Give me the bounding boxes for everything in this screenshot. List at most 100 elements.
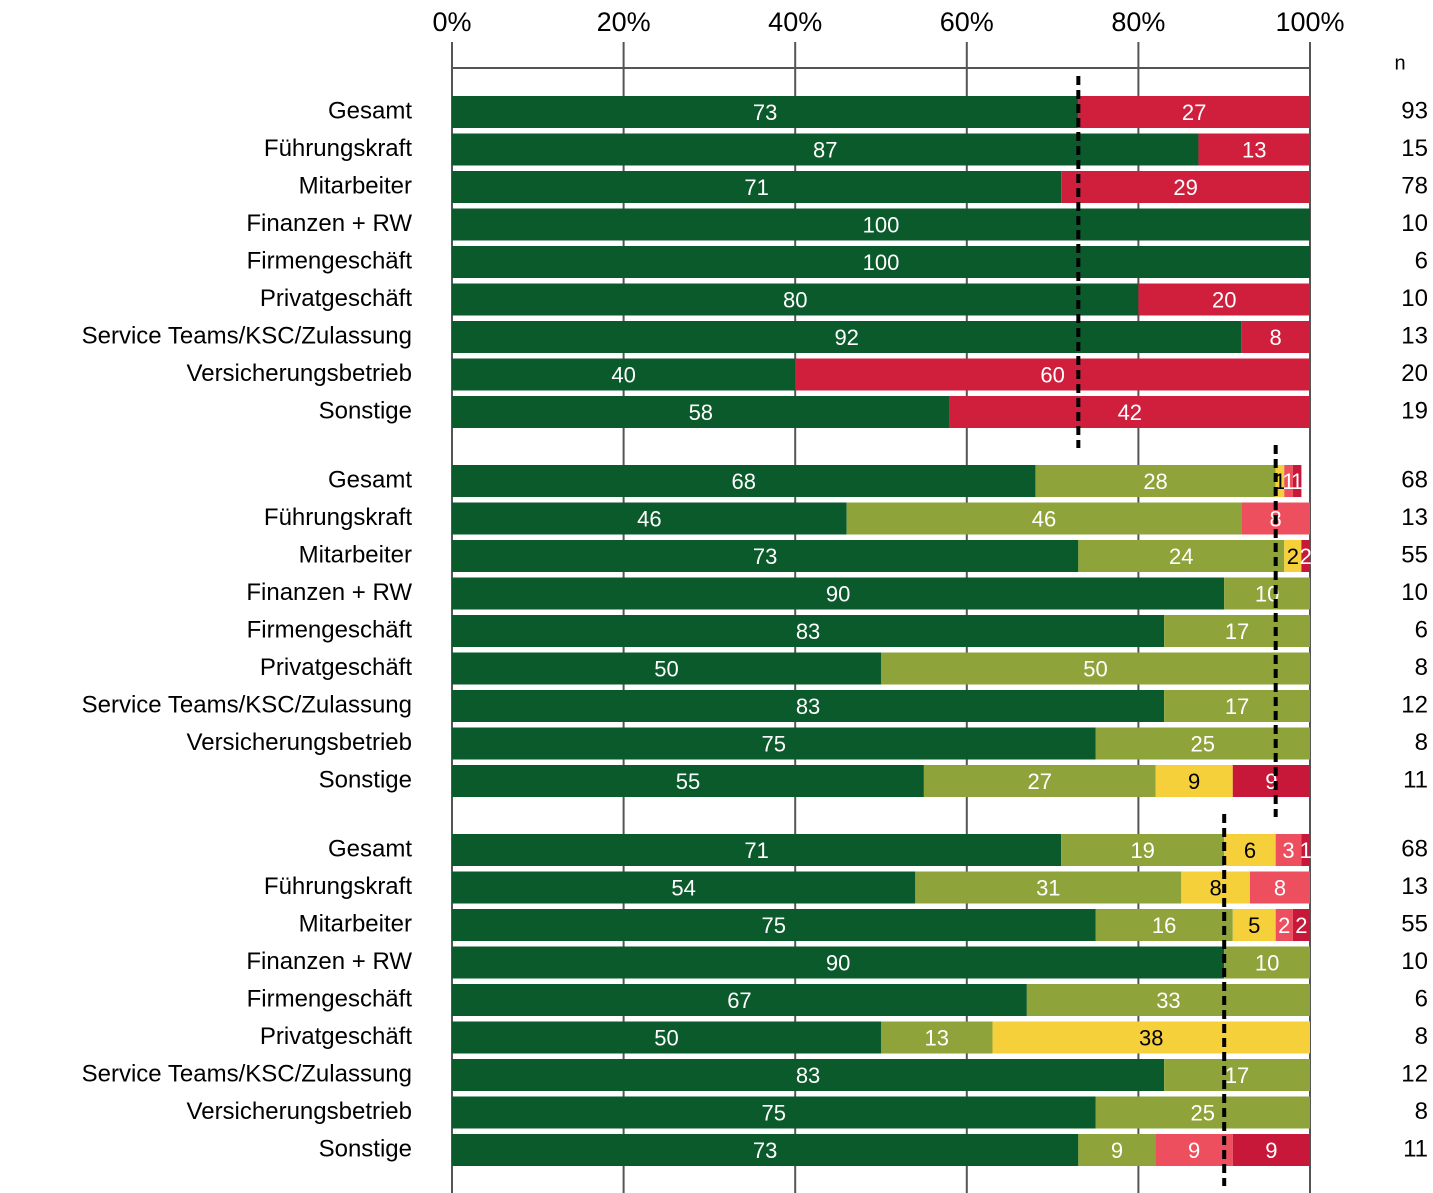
- value-label: 8: [1274, 875, 1286, 900]
- value-label: 75: [762, 913, 786, 938]
- value-label: 33: [1156, 988, 1180, 1013]
- bar-segment: [452, 540, 1079, 572]
- bar-segment: [452, 1134, 1079, 1166]
- category-label: Privatgeschäft: [260, 654, 412, 681]
- bar-segment: [452, 871, 916, 904]
- category-label: Versicherungsbetrieb: [187, 1098, 412, 1125]
- bar-segment: [1224, 577, 1310, 610]
- n-label: 12: [1401, 691, 1428, 718]
- bar-segment: [452, 358, 796, 391]
- value-label: 27: [1182, 100, 1206, 125]
- n-label: 11: [1403, 766, 1428, 793]
- value-label: 1: [1300, 838, 1312, 863]
- bar-segment: [452, 727, 1096, 760]
- value-label: 17: [1225, 619, 1249, 644]
- bar-segment: [795, 358, 1310, 391]
- value-label: 16: [1152, 913, 1176, 938]
- bar-segment: [992, 1021, 1310, 1054]
- value-label: 17: [1225, 694, 1249, 719]
- value-label: 87: [813, 137, 837, 162]
- x-tick-label: 100%: [1275, 7, 1344, 37]
- value-label: 2: [1287, 544, 1299, 569]
- category-label: Mitarbeiter: [299, 541, 412, 568]
- bar-segment: [1292, 909, 1310, 941]
- value-label: 29: [1173, 175, 1197, 200]
- value-label: 8: [1270, 325, 1282, 350]
- value-label: 54: [671, 875, 695, 900]
- category-label: Versicherungsbetrieb: [187, 360, 412, 387]
- value-label: 24: [1169, 544, 1193, 569]
- bar-segment: [1138, 283, 1310, 316]
- bar-segment: [881, 1021, 993, 1054]
- n-label: 6: [1415, 616, 1428, 643]
- category-label: Gesamt: [328, 835, 412, 862]
- bar-segment: [452, 1096, 1096, 1129]
- category-label: Finanzen + RW: [246, 210, 412, 237]
- bar-segment: [1026, 984, 1310, 1016]
- n-label: 55: [1401, 910, 1428, 937]
- bar-segment: [1232, 765, 1310, 797]
- bar-segment: [452, 1059, 1165, 1091]
- value-label: 9: [1188, 769, 1200, 794]
- n-label: 15: [1401, 135, 1428, 162]
- value-label: 50: [1083, 656, 1107, 681]
- bar-segment: [452, 465, 1036, 497]
- value-label: 83: [796, 619, 820, 644]
- bar-segment: [452, 246, 1310, 278]
- bar-segment: [452, 946, 1225, 979]
- bar-segment: [1224, 834, 1276, 866]
- bar-segment: [1078, 96, 1310, 128]
- n-label: 13: [1401, 504, 1428, 531]
- value-label: 9: [1188, 1138, 1200, 1163]
- bar-segment: [452, 96, 1079, 128]
- n-label: 12: [1401, 1060, 1428, 1087]
- category-label: Gesamt: [328, 97, 412, 124]
- bar-segment: [1164, 1059, 1310, 1091]
- value-label: 100: [863, 212, 900, 237]
- value-label: 28: [1143, 469, 1167, 494]
- value-label: 25: [1191, 1100, 1215, 1125]
- x-tick-label: 40%: [768, 7, 822, 37]
- bar-segment: [881, 652, 1310, 685]
- bar-segment: [452, 834, 1062, 866]
- n-label: 78: [1401, 172, 1428, 199]
- value-label: 46: [637, 506, 661, 531]
- bar-segment: [452, 765, 924, 797]
- category-label: Versicherungsbetrieb: [187, 729, 412, 756]
- n-label: 19: [1401, 397, 1428, 424]
- bar-segment: [452, 690, 1165, 722]
- value-label: 73: [753, 544, 777, 569]
- value-label: 58: [689, 400, 713, 425]
- category-label: Service Teams/KSC/Zulassung: [82, 691, 412, 718]
- category-label: Führungskraft: [264, 135, 412, 162]
- value-label: 67: [727, 988, 751, 1013]
- bar-segment: [1292, 465, 1302, 497]
- category-label: Privatgeschäft: [260, 285, 412, 312]
- value-label: 68: [731, 469, 755, 494]
- bar-segment: [915, 871, 1182, 904]
- value-label: 6: [1244, 838, 1256, 863]
- category-label: Service Teams/KSC/Zulassung: [82, 1060, 412, 1087]
- bar-segment: [1181, 871, 1250, 904]
- bar-segment: [452, 984, 1027, 1016]
- bar-segment: [1164, 690, 1310, 722]
- bar-segment: [1232, 909, 1276, 941]
- value-label: 71: [744, 175, 768, 200]
- value-label: 55: [676, 769, 700, 794]
- category-label: Firmengeschäft: [247, 616, 413, 643]
- category-label: Sonstige: [319, 766, 412, 793]
- value-label: 20: [1212, 287, 1236, 312]
- n-label: 55: [1401, 541, 1428, 568]
- bar-segment: [452, 502, 847, 535]
- bar-segment: [1301, 834, 1310, 866]
- value-label: 31: [1036, 875, 1060, 900]
- bar-segment: [452, 396, 950, 428]
- value-label: 60: [1040, 362, 1064, 387]
- value-label: 27: [1027, 769, 1051, 794]
- bar-segment: [1301, 540, 1310, 572]
- value-label: 1: [1282, 469, 1294, 494]
- n-label: 10: [1401, 285, 1428, 312]
- bar-segment: [1224, 946, 1310, 979]
- bar-segment: [1155, 765, 1233, 797]
